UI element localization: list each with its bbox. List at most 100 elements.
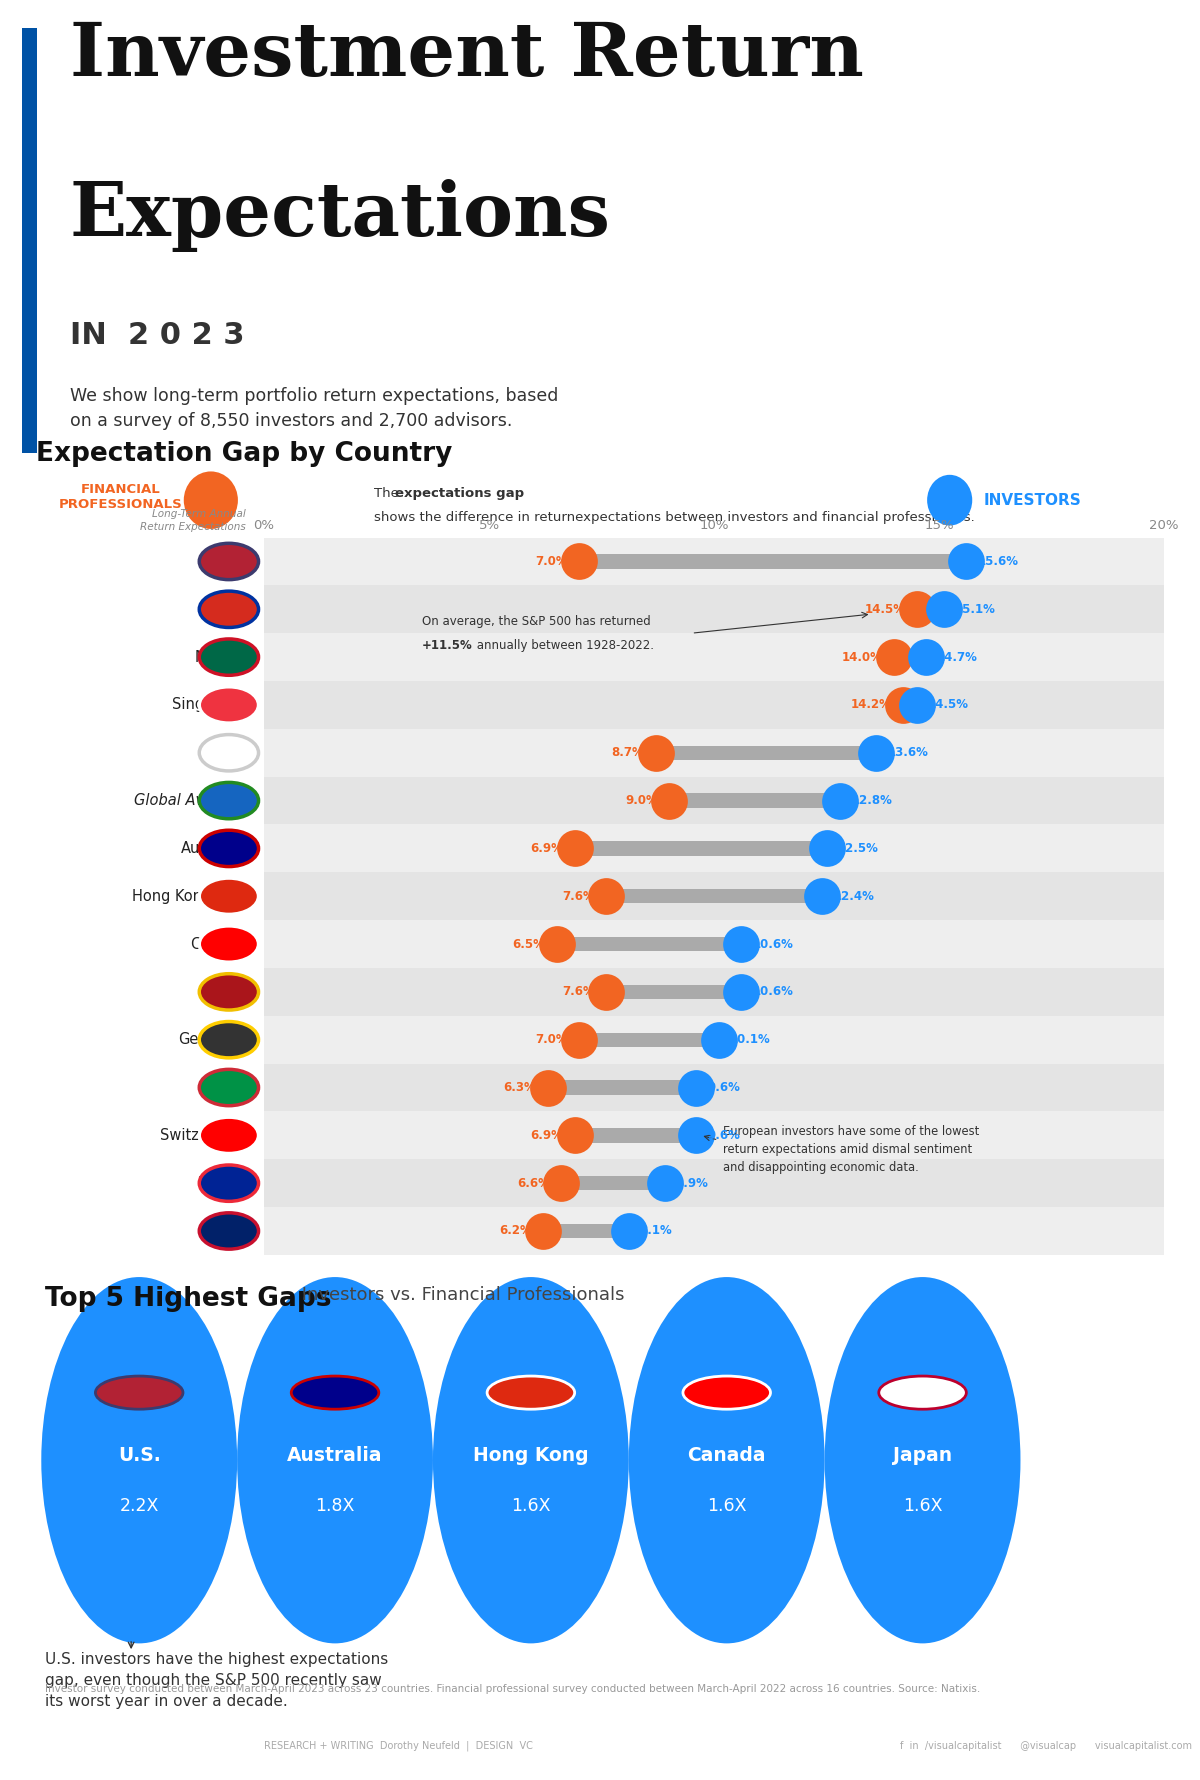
- Bar: [575, 842, 827, 856]
- Text: 10.6%: 10.6%: [752, 938, 793, 951]
- Circle shape: [683, 1376, 770, 1410]
- Text: 1.6X: 1.6X: [707, 1497, 746, 1515]
- Text: Investor survey conducted between March-April 2023 across 23 countries. Financia: Investor survey conducted between March-…: [44, 1684, 980, 1693]
- Circle shape: [96, 1376, 182, 1410]
- Bar: [575, 1129, 696, 1143]
- Point: [565, 835, 584, 863]
- Text: Investment Return: Investment Return: [70, 20, 864, 93]
- Bar: [904, 698, 917, 712]
- Text: 14.5%: 14.5%: [928, 698, 968, 712]
- Text: Australia: Australia: [181, 840, 246, 856]
- Point: [812, 881, 832, 910]
- Text: shows the difference in returnexpectations between investors and financial profe: shows the difference in returnexpectatio…: [374, 511, 976, 523]
- Text: Chile: Chile: [209, 602, 246, 618]
- Text: Australia: Australia: [287, 1447, 383, 1465]
- Text: annually between 1928-2022.: annually between 1928-2022.: [473, 639, 654, 651]
- Ellipse shape: [824, 1276, 1020, 1643]
- Point: [596, 881, 616, 910]
- Point: [893, 691, 913, 719]
- Point: [907, 691, 926, 719]
- Bar: [547, 1080, 696, 1095]
- Bar: [264, 1016, 1164, 1064]
- Bar: [606, 888, 822, 904]
- Ellipse shape: [238, 1276, 433, 1643]
- Text: Hong Kong SAR: Hong Kong SAR: [132, 888, 246, 904]
- Text: 7.6%: 7.6%: [562, 986, 595, 999]
- Bar: [264, 968, 1164, 1016]
- Text: We show long-term portfolio return expectations, based
on a survey of 8,550 inve: We show long-term portfolio return expec…: [70, 386, 558, 429]
- Circle shape: [199, 878, 258, 915]
- Text: 6.6%: 6.6%: [517, 1177, 550, 1189]
- Text: 12.8%: 12.8%: [851, 794, 892, 806]
- Text: VISUAL
CAPITALIST: VISUAL CAPITALIST: [90, 1732, 152, 1753]
- Text: Top 5 Highest Gaps: Top 5 Highest Gaps: [44, 1285, 331, 1312]
- Text: 8.1%: 8.1%: [640, 1225, 672, 1237]
- Circle shape: [199, 974, 258, 1009]
- Text: European investors have some of the lowest
return expectations amid dismal senti: European investors have some of the lowe…: [722, 1125, 979, 1175]
- Text: Canada: Canada: [190, 936, 246, 952]
- Text: U.S. investors have the highest expectations
gap, even though the S&P 500 recent: U.S. investors have the highest expectat…: [44, 1652, 388, 1709]
- Point: [619, 1218, 638, 1246]
- Text: 10.1%: 10.1%: [730, 1032, 770, 1047]
- Text: 7.6%: 7.6%: [562, 890, 595, 902]
- Bar: [264, 728, 1164, 776]
- Circle shape: [199, 543, 258, 580]
- Text: expectations gap: expectations gap: [395, 488, 524, 500]
- Bar: [264, 1207, 1164, 1255]
- Text: Global Average: Global Average: [133, 794, 246, 808]
- Text: Singapore: Singapore: [172, 698, 246, 712]
- Text: The: The: [374, 488, 403, 500]
- Point: [552, 1169, 571, 1198]
- Circle shape: [199, 687, 258, 723]
- Point: [916, 643, 935, 671]
- Text: 12.4%: 12.4%: [833, 890, 874, 902]
- Circle shape: [199, 1070, 258, 1105]
- Text: 15.1%: 15.1%: [955, 603, 996, 616]
- Point: [830, 787, 850, 815]
- Text: 14.7%: 14.7%: [937, 651, 978, 664]
- Text: Canada: Canada: [688, 1447, 766, 1465]
- Text: Mexico: Mexico: [196, 650, 246, 664]
- Text: 14.5%: 14.5%: [864, 603, 905, 616]
- Point: [732, 929, 751, 958]
- Text: 6.3%: 6.3%: [504, 1080, 536, 1095]
- Text: 9.0%: 9.0%: [625, 794, 658, 806]
- Text: 1.6X: 1.6X: [511, 1497, 551, 1515]
- Bar: [264, 872, 1164, 920]
- Point: [533, 1218, 552, 1246]
- Circle shape: [878, 1376, 966, 1410]
- Text: 6.5%: 6.5%: [512, 938, 545, 951]
- Text: U.S.: U.S.: [216, 554, 246, 570]
- Point: [732, 977, 751, 1006]
- Circle shape: [199, 639, 258, 675]
- Text: Expectations: Expectations: [70, 180, 611, 253]
- Text: Hong Kong: Hong Kong: [473, 1447, 589, 1465]
- Text: 7.0%: 7.0%: [535, 1032, 568, 1047]
- Bar: [264, 920, 1164, 968]
- Point: [596, 977, 616, 1006]
- Text: Japan: Japan: [893, 1447, 952, 1465]
- Point: [686, 1073, 706, 1102]
- Bar: [12, 1718, 78, 1775]
- Text: Long-Term Annual
Return Expectations: Long-Term Annual Return Expectations: [140, 509, 246, 532]
- Bar: [264, 538, 1164, 586]
- Point: [570, 546, 589, 575]
- Text: Germany: Germany: [179, 1032, 246, 1047]
- Circle shape: [199, 1118, 258, 1153]
- Ellipse shape: [629, 1276, 824, 1643]
- Text: 1.8X: 1.8X: [316, 1497, 355, 1515]
- Bar: [580, 554, 966, 568]
- Bar: [606, 984, 742, 999]
- Point: [538, 1073, 557, 1102]
- Ellipse shape: [928, 475, 972, 525]
- Bar: [655, 746, 876, 760]
- Text: 9.6%: 9.6%: [707, 1080, 740, 1095]
- Circle shape: [292, 1376, 379, 1410]
- Point: [956, 546, 976, 575]
- Point: [646, 739, 665, 767]
- Circle shape: [199, 829, 258, 867]
- Text: 6.9%: 6.9%: [530, 842, 563, 854]
- Point: [655, 1169, 674, 1198]
- Ellipse shape: [184, 472, 238, 529]
- Text: 9.6%: 9.6%: [707, 1129, 740, 1141]
